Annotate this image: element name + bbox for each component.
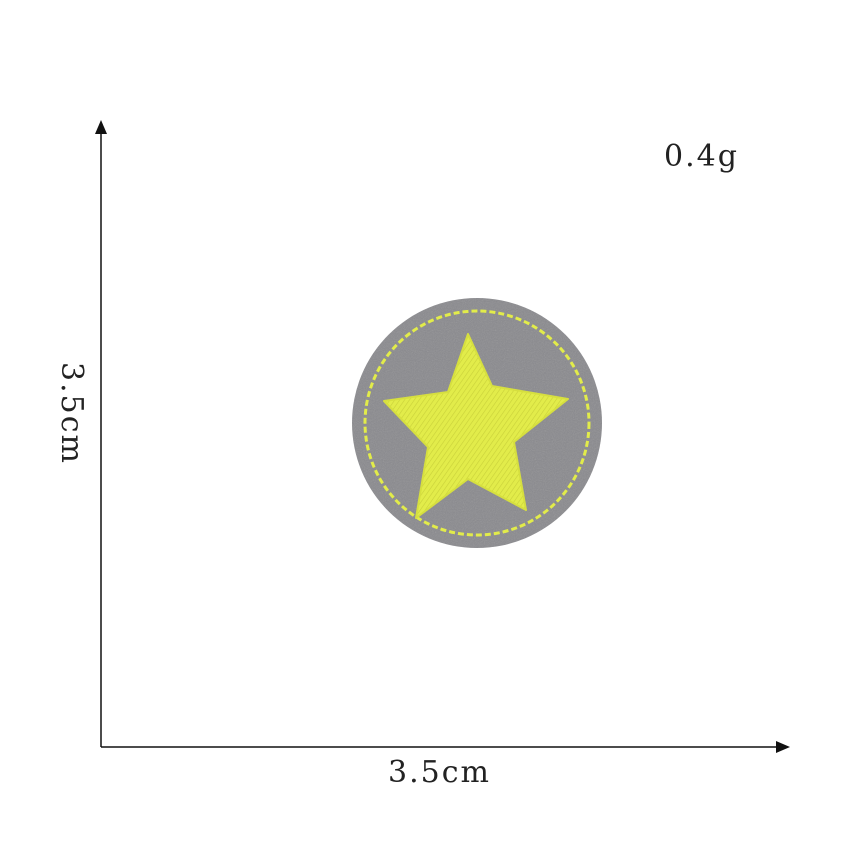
vertical-axis-arrowhead (95, 120, 107, 134)
width-dimension-label: 3.5cm (388, 755, 491, 790)
stitched-border-ring (363, 309, 591, 537)
star-patch-image (352, 298, 602, 548)
horizontal-axis-arrowhead (776, 741, 790, 753)
weight-label: 0.4g (664, 139, 739, 174)
star-icon (383, 333, 569, 519)
height-dimension-label: 3.5cm (54, 362, 89, 465)
